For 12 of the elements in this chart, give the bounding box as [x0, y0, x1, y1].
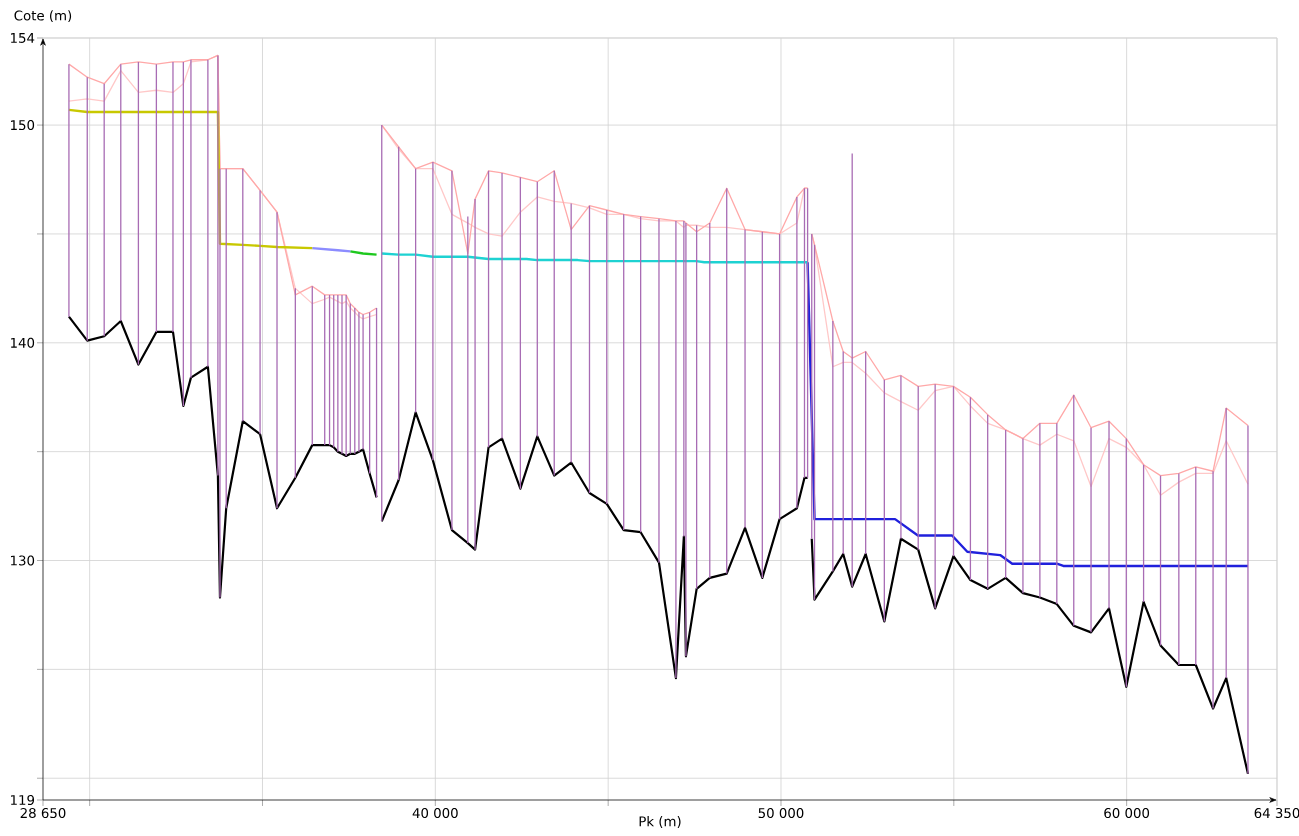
y-tick-label: 140	[11, 337, 35, 348]
x-axis-title: Pk (m)	[639, 816, 681, 828]
x-tick-label: 60 000	[1104, 807, 1150, 819]
x-tick-label: 28 650	[20, 807, 66, 819]
x-tick-label: 64 350	[1254, 807, 1299, 819]
x-tick-label: 50 000	[758, 807, 804, 819]
y-tick-label: 154	[11, 33, 35, 43]
y-tick-label: 119	[11, 794, 35, 806]
x-tick-label: 40 000	[412, 807, 458, 819]
y-tick-label: 150	[11, 120, 35, 131]
y-tick-label: 130	[11, 555, 35, 566]
y-axis-title: Cote (m)	[14, 10, 72, 23]
